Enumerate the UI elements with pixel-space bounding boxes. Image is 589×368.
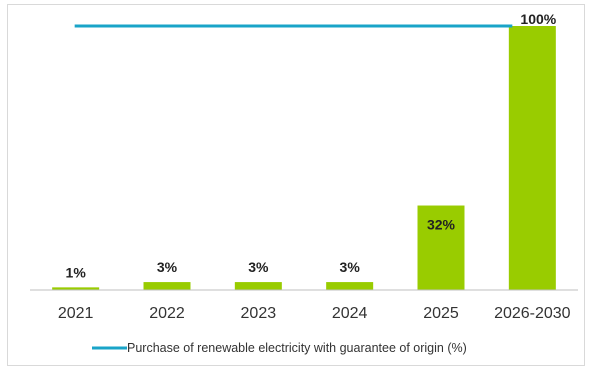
bar-2026-2030 [508,26,556,290]
labels-layer: 1% 3% 3% 3% 32% 100% [66,11,557,280]
x-tick-2022: 2022 [149,305,185,322]
bar-2021 [52,287,100,290]
x-tick-2024: 2024 [332,305,368,322]
legend: Purchase of renewable electricity with g… [92,341,467,355]
bar-2025 [417,205,465,290]
x-tick-2021: 2021 [58,305,94,322]
x-tick-2023: 2023 [241,305,277,322]
x-tick-2025: 2025 [423,305,459,322]
data-label-2023: 3% [248,259,269,275]
legend-label: Purchase of renewable electricity with g… [127,341,467,355]
data-label-2022: 3% [157,259,178,275]
data-label-2021: 1% [66,264,87,280]
bar-2023 [234,282,282,290]
bar-2022 [143,282,191,290]
bar-2024 [326,282,374,290]
bars-layer [52,26,556,290]
x-tick-labels: 2021 2022 2023 2024 2025 2026-2030 [58,305,571,322]
data-label-2025: 32% [427,217,456,233]
data-label-2026-2030: 100% [520,11,556,27]
chart-frame [7,4,585,366]
x-tick-2026-2030: 2026-2030 [494,305,571,322]
data-label-2024: 3% [340,259,361,275]
